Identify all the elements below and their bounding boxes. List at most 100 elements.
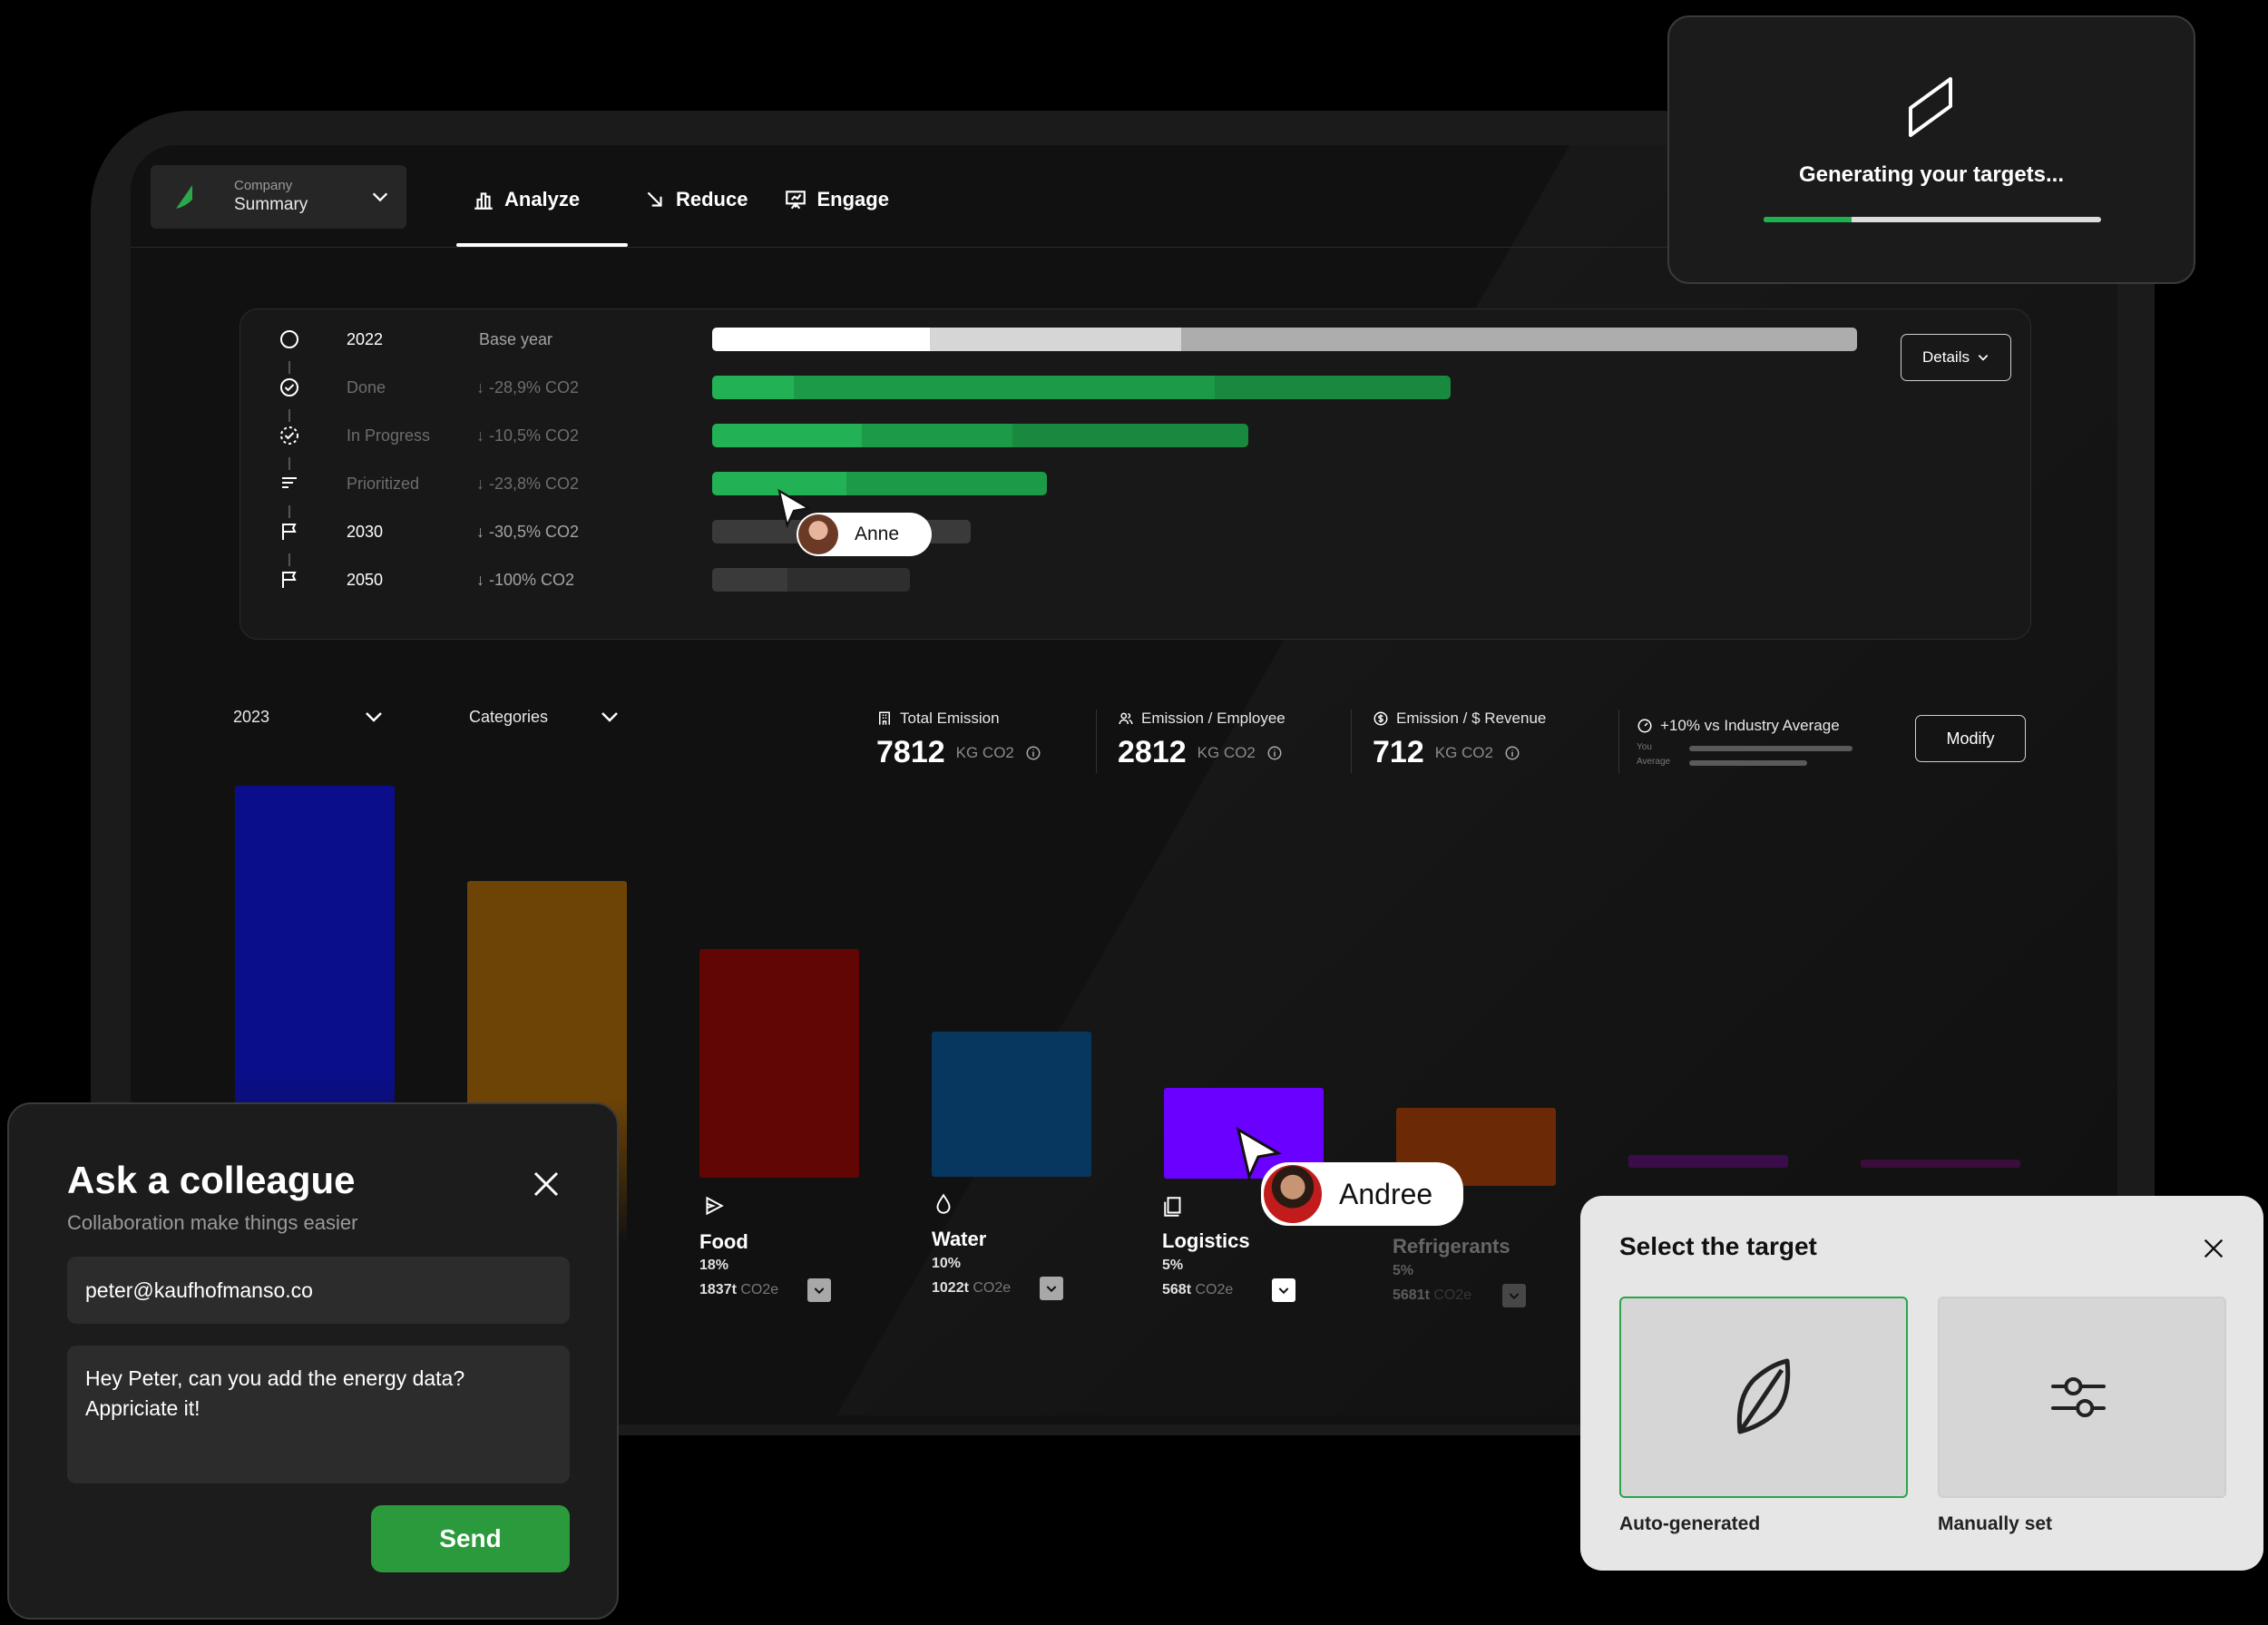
tab-analyze[interactable]: Analyze [454,181,625,218]
chevron-down-icon [1978,355,1989,361]
target-row: In Progress ↓ -10,5% CO2 [240,417,2030,454]
dialog-subtitle: Collaboration make things easier [67,1211,358,1234]
category-dropdown[interactable] [1040,1277,1063,1300]
avatar [1261,1162,1325,1226]
category-name: Refrigerants [1393,1235,1510,1258]
target-change: ↓ -23,8% CO2 [476,475,579,494]
chevron-down-icon [1278,1287,1289,1295]
benchmark-you-bar [1689,746,1853,751]
category-dropdown[interactable] [1502,1284,1526,1307]
target-change-value: -100% CO2 [489,571,575,589]
option-label: Manually set [1938,1513,2053,1534]
email-field[interactable]: peter@kaufhofmanso.co [67,1257,570,1324]
drop-icon [936,1193,951,1214]
target-bar [712,328,1857,351]
collaborator-pill: Andree [1261,1162,1464,1226]
chevron-down-icon [372,192,388,202]
main-tabs: Analyze Reduce Engage [454,181,907,218]
option-auto-generated[interactable] [1619,1297,1908,1498]
sliders-icon [2051,1377,2106,1417]
target-change: ↓ -28,9% CO2 [476,378,579,397]
category-dropdown[interactable] [1272,1278,1295,1302]
target-row: 2022 Base year [240,321,2030,357]
stat-unit: KG CO2 [1197,743,1256,761]
target-bar [712,424,1248,447]
select-target-dialog: Select the target Auto-generated Manuall… [1580,1196,2263,1571]
details-button[interactable]: Details [1901,334,2011,381]
category-filter[interactable]: Categories [469,708,618,727]
chart-bar[interactable] [1628,1155,1788,1168]
info-icon[interactable] [1504,745,1520,761]
list-icon [282,477,297,488]
collaborator-name: Andree [1339,1177,1433,1210]
benchmark-avg-label: Average [1637,757,1671,767]
dialog-title: Ask a colleague [67,1159,356,1201]
stat-label: Total Emission [900,710,1000,727]
target-change: ↓ -30,5% CO2 [476,523,579,542]
stat-label: Emission / Employee [1141,710,1286,727]
targets-panel: 2022 Base year Done ↓ -28,9% CO2 In Prog… [240,308,2031,640]
company-label: Company [234,177,293,193]
stat-total-emission: Total Emission 7812 KG CO2 [876,710,1041,770]
target-change-value: -23,8% CO2 [489,475,580,493]
target-row: Done ↓ -28,9% CO2 [240,369,2030,406]
arrow-down-icon: ↓ [476,475,490,493]
cursor-arrow-icon [777,488,811,528]
tab-label: Analyze [504,188,581,210]
generating-progress [1764,217,2101,222]
info-icon[interactable] [1266,745,1283,761]
send-label: Send [439,1524,502,1552]
chevron-down-icon [1046,1286,1057,1293]
send-button[interactable]: Send [371,1505,570,1572]
option-label: Auto-generated [1619,1513,1761,1534]
progress-circle-icon [280,426,298,445]
message-textarea[interactable]: Hey Peter, can you add the energy data? … [67,1346,570,1483]
people-icon [1119,712,1133,725]
target-bar [712,568,910,592]
close-icon[interactable] [530,1168,562,1200]
target-change: Base year [479,330,553,348]
close-icon[interactable] [2201,1236,2226,1261]
cursor-arrow-icon [1236,1126,1282,1180]
target-bar [712,376,1451,399]
check-circle-icon [280,378,298,396]
chart-bar[interactable] [699,949,859,1178]
leaf-logo-icon [176,185,192,209]
company-value: Summary [234,195,308,215]
target-status: Done [347,378,386,396]
tab-reduce[interactable]: Reduce [625,181,766,218]
chart-bar[interactable] [932,1032,1091,1177]
modify-button[interactable]: Modify [1915,715,2026,762]
dialog-title: Select the target [1619,1232,1817,1260]
target-status: In Progress [347,426,431,445]
option-manually-set[interactable] [1938,1297,2226,1498]
active-tab-indicator [456,243,628,247]
category-dropdown[interactable] [807,1278,831,1302]
stat-emission-revenue: Emission / $ Revenue 712 KG CO2 [1373,710,1546,770]
bar-chart-icon [474,192,493,210]
year-filter[interactable]: 2023 [233,708,382,727]
food-icon [706,1196,724,1216]
ask-colleague-dialog: Ask a colleague Collaboration make thing… [7,1102,619,1620]
arrow-down-icon: ↓ [476,523,490,541]
flag-icon [282,572,297,588]
category-percent: 18% [699,1258,729,1273]
chart-bar[interactable] [1861,1160,2020,1168]
presentation-icon [786,191,807,210]
stat-unit: KG CO2 [1434,743,1493,761]
tab-engage[interactable]: Engage [766,181,906,218]
target-year: 2050 [347,571,384,589]
target-status: Prioritized [347,475,420,493]
category-total: 1022t CO2e [932,1280,1012,1296]
category-percent: 10% [932,1256,962,1271]
company-selector[interactable]: Company Summary [151,165,406,229]
chevron-down-icon [814,1287,825,1295]
info-icon[interactable] [1025,745,1041,761]
box-icon [1164,1197,1181,1217]
leaf-icon [1736,1358,1791,1434]
category-total: 568t CO2e [1162,1282,1234,1297]
arrow-down-right-icon [647,191,662,207]
stat-value: 7812 [876,735,945,769]
chevron-down-icon [601,712,618,722]
industry-benchmark: +10% vs Industry Average You Average [1637,717,1854,769]
